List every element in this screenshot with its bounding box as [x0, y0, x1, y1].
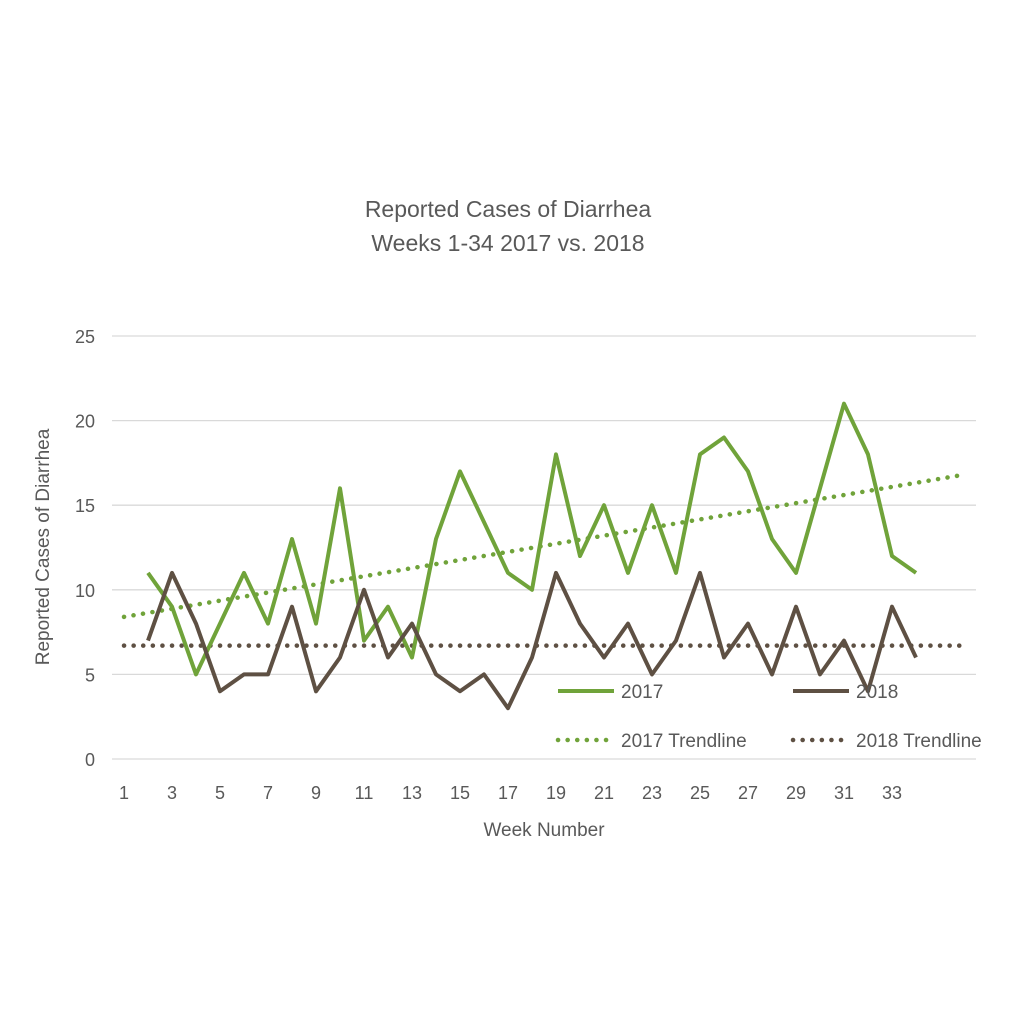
y-tick-label: 15	[75, 496, 95, 516]
legend-label-2017-trendline: 2017 Trendline	[621, 731, 747, 752]
x-tick-label: 33	[882, 783, 902, 803]
y-tick-label: 25	[75, 327, 95, 347]
x-tick-label: 31	[834, 783, 854, 803]
x-tick-label: 7	[263, 783, 273, 803]
legend-label-2018-trendline: 2018 Trendline	[856, 731, 982, 752]
legend-label-2018: 2018	[856, 682, 898, 703]
x-tick-label: 23	[642, 783, 662, 803]
x-tick-label: 25	[690, 783, 710, 803]
y-tick-label: 0	[85, 750, 95, 770]
x-tick-label: 15	[450, 783, 470, 803]
x-tick-label: 13	[402, 783, 422, 803]
y-tick-label: 10	[75, 581, 95, 601]
x-tick-label: 3	[167, 783, 177, 803]
legend: 2017 2018 2017 Trendline 2018 Trendline	[555, 682, 982, 752]
y-tick-label: 5	[85, 665, 95, 685]
y-tick-label: 20	[75, 412, 95, 432]
x-tick-label: 21	[594, 783, 614, 803]
x-tick-label: 9	[311, 783, 321, 803]
x-tick-label: 5	[215, 783, 225, 803]
x-tick-label: 17	[498, 783, 518, 803]
x-axis-title: Week Number	[483, 820, 605, 841]
x-tick-label: 27	[738, 783, 758, 803]
x-tick-label: 1	[119, 783, 129, 803]
gridlines	[112, 335, 976, 760]
x-tick-label: 19	[546, 783, 566, 803]
y-axis-title: Reported Cases of Diarrhea	[33, 428, 54, 665]
x-axis-ticks: 1 3 5 7 9 11 13 15 17 19 21 23 25 27 29 31 33	[119, 783, 902, 803]
legend-label-2017: 2017	[621, 682, 663, 703]
x-tick-label: 11	[355, 783, 374, 803]
chart-title: Reported Cases of Diarrhea	[365, 196, 652, 222]
x-tick-label: 29	[786, 783, 806, 803]
chart-subtitle: Weeks 1-34 2017 vs. 2018	[371, 230, 644, 256]
y-axis-ticks: 0 5 10 15 20 25	[75, 327, 95, 770]
series-line-2017	[146, 401, 918, 677]
series-line-2018	[146, 570, 918, 711]
series-lines	[121, 401, 967, 711]
series-line-2017-trendline	[121, 472, 967, 620]
